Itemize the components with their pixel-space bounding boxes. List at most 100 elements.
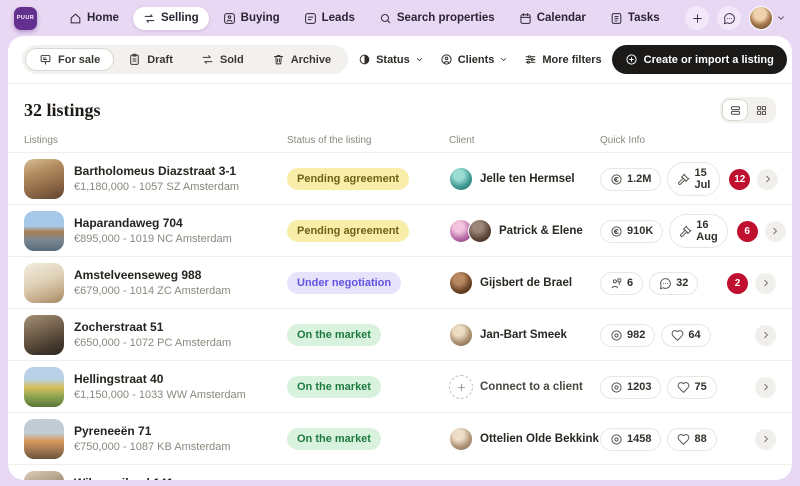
- quick-info-heart: 92: [667, 479, 717, 480]
- quick-info-value: 32: [676, 277, 689, 289]
- nav-item-buying[interactable]: Buying: [213, 7, 290, 30]
- quick-info-heart: 75: [667, 375, 717, 399]
- nav-item-leads[interactable]: Leads: [294, 7, 365, 30]
- heart-icon: [671, 329, 684, 342]
- plus-icon: [691, 12, 704, 25]
- listing-thumbnail: [24, 419, 64, 459]
- brand-logo[interactable]: PUUR: [14, 6, 37, 30]
- column-header-client: Client: [449, 135, 475, 146]
- quick-info-cell: 1632 92: [600, 479, 718, 480]
- messages-button[interactable]: [717, 6, 741, 30]
- nav-item-label: Search properties: [396, 12, 495, 24]
- listing-cell: Amstelveenseweg 988 €679,000 - 1014 ZC Am…: [24, 263, 287, 303]
- connect-client-button[interactable]: Connect to a client: [449, 375, 600, 399]
- nav-item-search-properties[interactable]: Search properties: [369, 7, 505, 30]
- nav-item-tasks[interactable]: Tasks: [600, 7, 670, 30]
- column-header-status: Status of the listing: [287, 135, 372, 146]
- column-header-listings: Listings: [24, 135, 58, 146]
- nav-item-label: Selling: [160, 12, 199, 24]
- client-name: Jan-Bart Smeek: [480, 329, 567, 341]
- grid-view-button[interactable]: [748, 99, 774, 121]
- quick-info-cell: 982 64: [600, 323, 718, 347]
- gavel-icon: [677, 173, 690, 186]
- table-header-row: Listings Status of the listing Client Qu…: [8, 127, 792, 152]
- listing-row[interactable]: Haparandaweg 704 €895,000 - 1019 NC Amste…: [8, 204, 792, 256]
- filter-status[interactable]: Status: [358, 53, 424, 66]
- row-end-cell: [718, 324, 776, 346]
- listing-row[interactable]: Zocherstraat 51 €650,000 - 1072 PC Amster…: [8, 308, 792, 360]
- chevron-down-icon: [499, 55, 508, 64]
- notification-badge: 6: [736, 220, 758, 242]
- quick-info-views-eye: 1458: [600, 427, 662, 451]
- account-menu[interactable]: [749, 6, 786, 30]
- listing-thumbnail: [24, 367, 64, 407]
- chevron-right-icon[interactable]: [755, 272, 776, 294]
- clients-person-icon: [440, 53, 453, 66]
- quick-info-cell: 1458 88: [600, 427, 718, 451]
- client-name: Gijsbert de Brael: [480, 277, 573, 289]
- add-button[interactable]: [685, 6, 709, 30]
- quick-info-cell: 1.2M 15 Jul: [600, 162, 721, 196]
- listing-row[interactable]: Pyreneeën 71 €750,000 - 1087 KB Amsterdam…: [8, 412, 792, 464]
- tab-label: Sold: [219, 53, 244, 66]
- listing-address: Bartholomeus Diazstraat 3-1: [74, 164, 237, 179]
- chevron-right-icon[interactable]: [757, 168, 779, 190]
- plus-circle-icon: [625, 53, 638, 66]
- quick-info-heart: 88: [667, 427, 717, 451]
- tab-archive[interactable]: Archive: [258, 48, 345, 71]
- filter-label: Status: [376, 53, 410, 66]
- client-avatar: [449, 427, 473, 451]
- filter-clients[interactable]: Clients: [440, 53, 509, 66]
- tab-for-sale[interactable]: For sale: [25, 48, 115, 71]
- chat-bubble-icon: [723, 12, 736, 25]
- chevron-right-icon[interactable]: [755, 324, 776, 346]
- client-avatar: [449, 167, 473, 191]
- listing-price-location: €895,000 - 1019 NC Amsterdam: [74, 232, 232, 245]
- quick-info-cell: 1203 75: [600, 375, 718, 399]
- quick-info-heart: 64: [661, 323, 711, 347]
- status-contrast-icon: [358, 53, 371, 66]
- quick-info-value: 75: [694, 381, 707, 393]
- status-badge: Pending agreement: [287, 168, 410, 190]
- listing-row[interactable]: Wiborgeiland 141€1,175,000 - 1060 NP Ams…: [8, 464, 792, 480]
- create-listing-button[interactable]: Create or import a listing: [611, 45, 787, 74]
- main-nav: Home Selling Buying Leads Search properties C…: [59, 6, 677, 30]
- gavel-icon: [679, 225, 692, 238]
- nav-item-selling[interactable]: Selling: [132, 6, 209, 30]
- client-name: Patrick & Elene: [499, 225, 583, 237]
- chevron-right-icon[interactable]: [755, 376, 776, 398]
- nav-item-home[interactable]: Home: [59, 7, 129, 30]
- tab-label: Draft: [147, 53, 173, 66]
- quick-info-chat-bubble: 32: [649, 271, 699, 295]
- tab-draft[interactable]: Draft: [114, 48, 187, 71]
- quick-info-cell: 910K 16 Aug: [600, 214, 728, 248]
- chevron-right-icon[interactable]: [764, 220, 786, 242]
- listing-row[interactable]: Bartholomeus Diazstraat 3-1 €1,180,000 - …: [8, 152, 792, 204]
- chat-bubble-icon: [659, 277, 672, 290]
- chevron-right-icon[interactable]: [755, 428, 776, 450]
- list-view-button[interactable]: [722, 99, 748, 121]
- quick-info-value: 1458: [627, 433, 652, 445]
- status-badge: Pending agreement: [287, 220, 410, 242]
- listing-row[interactable]: Hellingstraat 40 €1,150,000 - 1033 WW Ams…: [8, 360, 792, 412]
- listing-address: Hellingstraat 40: [74, 372, 164, 387]
- filter-more-filters[interactable]: More filters: [524, 53, 602, 66]
- row-end-cell: [718, 428, 776, 450]
- client-avatar: [449, 271, 473, 295]
- nav-item-calendar[interactable]: Calendar: [509, 7, 596, 30]
- views-eye-icon: [610, 329, 623, 342]
- status-badge: On the market: [287, 376, 381, 398]
- status-cell: On the market: [287, 428, 449, 450]
- listing-address: Haparandaweg 704: [74, 216, 183, 231]
- status-cell: Under negotiation: [287, 272, 449, 294]
- listing-cell: Bartholomeus Diazstraat 3-1 €1,180,000 - …: [24, 159, 287, 199]
- quick-info-cell: 6 32: [600, 271, 718, 295]
- listing-price-location: €679,000 - 1014 ZC Amsterdam: [74, 284, 231, 297]
- status-cell: Pending agreement: [287, 168, 449, 190]
- quick-info-coin-euro: 910K: [600, 219, 664, 243]
- filter-bar: For sale Draft Sold Archive Status Clients Mo…: [8, 36, 792, 84]
- listing-row[interactable]: Amstelveenseweg 988 €679,000 - 1014 ZC Am…: [8, 256, 792, 308]
- tab-sold[interactable]: Sold: [187, 48, 258, 71]
- status-badge: Under negotiation: [287, 272, 402, 294]
- quick-info-value: 88: [694, 433, 707, 445]
